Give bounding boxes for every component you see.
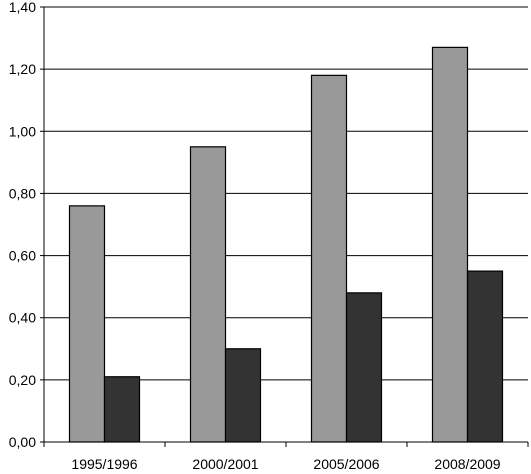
x-tick-label: 2000/2001 <box>192 456 258 472</box>
x-tick-label: 2008/2009 <box>434 456 500 472</box>
bar-series-1-0 <box>68 205 106 443</box>
y-tick-label: 0,20 <box>9 372 36 388</box>
bar-series-2-2 <box>345 292 383 443</box>
y-axis-ticks: 0,00 0,20 0,40 0,60 0,80 1,00 1,20 1,40 <box>9 0 36 450</box>
y-tick-label: 1,40 <box>9 0 36 15</box>
x-tick-label: 2005/2006 <box>313 456 379 472</box>
bar-series-2-1 <box>224 348 262 443</box>
y-tick-label: 1,20 <box>9 61 36 77</box>
bars <box>68 46 504 443</box>
y-tick-label: 0,40 <box>9 310 36 326</box>
bar-series-1-2 <box>310 74 348 443</box>
axes <box>40 6 529 447</box>
bar-series-2-3 <box>466 270 504 443</box>
y-tick-label: 1,00 <box>9 123 36 139</box>
gridlines <box>44 6 528 381</box>
y-tick-label: 0,00 <box>9 434 36 450</box>
y-tick-label: 0,80 <box>9 185 36 201</box>
bar-series-2-0 <box>103 376 141 443</box>
x-axis-ticks: 1995/1996 2000/2001 2005/2006 2008/2009 <box>71 456 500 472</box>
y-tick-label: 0,60 <box>9 248 36 264</box>
x-tick-label: 1995/1996 <box>71 456 137 472</box>
bar-series-1-1 <box>189 146 227 443</box>
bar-series-1-3 <box>431 46 469 443</box>
